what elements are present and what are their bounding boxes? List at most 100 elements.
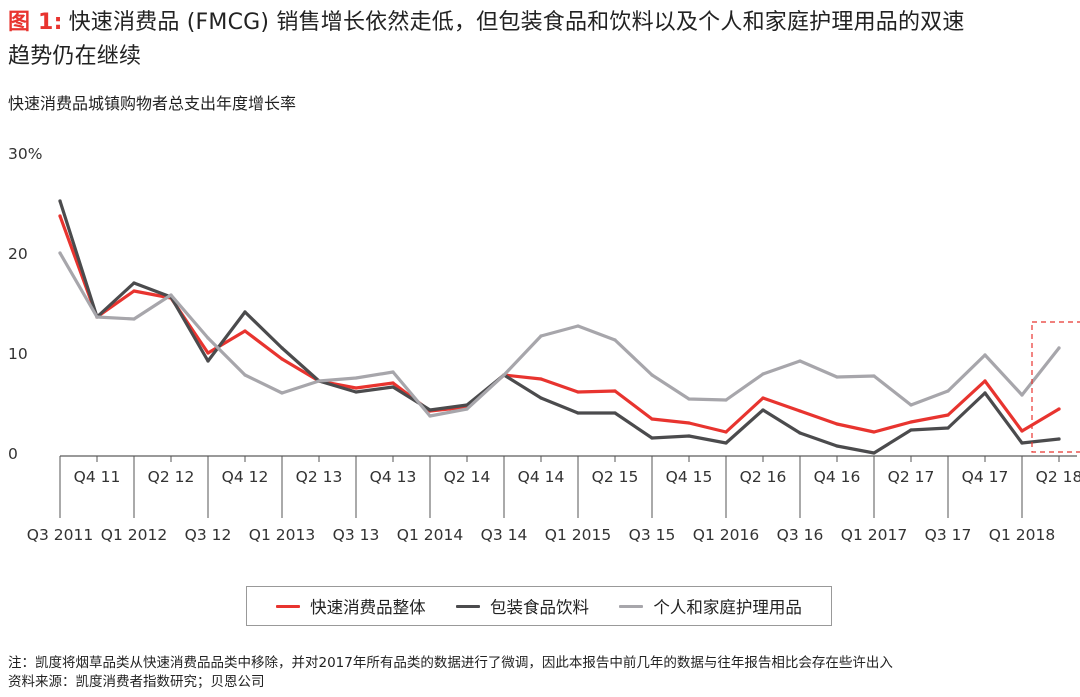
- series-point: [280, 346, 284, 350]
- legend-swatch-gray: [619, 604, 644, 608]
- legend-swatch-dark: [455, 604, 480, 608]
- series-point: [983, 391, 987, 395]
- legend-label-food-beverage: 包装食品饮料: [489, 598, 589, 617]
- legend-label-personal-care: 个人和家庭护理用品: [653, 598, 802, 617]
- series-point: [539, 377, 543, 381]
- x-tick-label: Q2 12: [148, 468, 195, 486]
- series-point: [1020, 393, 1024, 397]
- title-text-1: 快速消费品 (FMCG) 销售增长依然走低，但包装食品和饮料以及个人和家庭护理用…: [68, 10, 965, 35]
- series-point: [909, 428, 913, 432]
- y-tick-label: 10: [8, 345, 28, 363]
- x-tick-label: Q4 13: [370, 468, 417, 486]
- legend-swatch-red: [276, 604, 301, 608]
- series-point: [206, 336, 210, 340]
- series-point: [724, 430, 728, 434]
- series-point: [909, 420, 913, 424]
- footnotes: 注：凯度将烟草品类从快速消费品品类中移除，并对2017年所有品类的数据进行了微调…: [8, 654, 893, 692]
- series-point: [132, 281, 136, 285]
- series-point: [798, 431, 802, 435]
- series-point: [872, 374, 876, 378]
- x-tick-label: Q1 2016: [693, 526, 759, 544]
- x-tick-label: Q4 17: [962, 468, 1009, 486]
- series-point: [95, 315, 99, 319]
- x-tick-label: Q2 18: [1036, 468, 1080, 486]
- x-tick-label: Q1 2014: [397, 526, 463, 544]
- legend-item-fmcg: 快速消费品整体: [276, 594, 426, 618]
- series-point: [169, 293, 173, 297]
- series-point: [206, 359, 210, 363]
- series-point: [280, 391, 284, 395]
- legend-item-food-beverage: 包装食品饮料: [455, 594, 589, 618]
- series-point: [58, 199, 62, 203]
- series-point: [650, 373, 654, 377]
- series-point: [206, 351, 210, 355]
- series-point: [1057, 346, 1061, 350]
- x-tick-label: Q4 15: [666, 468, 713, 486]
- series-point: [1020, 429, 1024, 433]
- series-point: [613, 338, 617, 342]
- x-tick-label: Q2 15: [592, 468, 639, 486]
- x-tick-label: Q3 14: [481, 526, 528, 544]
- series-point: [132, 317, 136, 321]
- chart-subtitle: 快速消费品城镇购物者总支出年度增长率: [8, 94, 297, 113]
- footnote-note: 注：凯度将烟草品类从快速消费品品类中移除，并对2017年所有品类的数据进行了微调…: [8, 655, 893, 671]
- series-point: [613, 389, 617, 393]
- series-point: [58, 214, 62, 218]
- series-point: [835, 444, 839, 448]
- series-point: [243, 329, 247, 333]
- y-tick-label: 20: [8, 245, 28, 263]
- series-point: [354, 386, 358, 390]
- x-tick-label: Q2 14: [444, 468, 491, 486]
- x-tick-label: Q1 2015: [545, 526, 611, 544]
- series-point: [428, 408, 432, 412]
- series-point: [391, 370, 395, 374]
- series-point: [946, 413, 950, 417]
- series-point: [576, 411, 580, 415]
- series-point: [761, 408, 765, 412]
- series-point: [280, 357, 284, 361]
- series-point: [576, 324, 580, 328]
- series-line-1: [58, 199, 1061, 455]
- series-point: [983, 379, 987, 383]
- series-point: [243, 373, 247, 377]
- series-point: [243, 310, 247, 314]
- series-point: [724, 441, 728, 445]
- series-point: [650, 417, 654, 421]
- series-point: [761, 396, 765, 400]
- series-point: [761, 372, 765, 376]
- series-point: [687, 434, 691, 438]
- series-point: [872, 451, 876, 455]
- series-point: [58, 251, 62, 255]
- x-tick-label: Q2 13: [296, 468, 343, 486]
- series-point: [1057, 437, 1061, 441]
- x-tick-label: Q4 14: [518, 468, 565, 486]
- series-point: [798, 409, 802, 413]
- series-point: [391, 385, 395, 389]
- x-tick-label: Q3 15: [629, 526, 676, 544]
- x-tick-label: Q4 12: [222, 468, 269, 486]
- series-point: [465, 403, 469, 407]
- series-point: [539, 334, 543, 338]
- figure-label: 图 1:: [8, 10, 63, 35]
- series-point: [1057, 407, 1061, 411]
- title-line-2: 趋势仍在继续: [8, 44, 142, 69]
- series-line-2: [58, 251, 1061, 418]
- series-point: [687, 397, 691, 401]
- footnote-source: 资料来源：凯度消费者指数研究；贝恩公司: [8, 674, 265, 690]
- figure-title: 图 1: 快速消费品 (FMCG) 销售增长依然走低，但包装食品和饮料以及个人和家…: [8, 6, 1074, 74]
- title-line-1: 图 1: 快速消费品 (FMCG) 销售增长依然走低，但包装食品和饮料以及个人和家…: [8, 6, 1074, 40]
- x-tick-label: Q2 17: [888, 468, 935, 486]
- x-tick-label: Q1 2013: [249, 526, 315, 544]
- x-tick-label: Q4 11: [74, 468, 121, 486]
- x-tick-label: Q1 2018: [989, 526, 1055, 544]
- series-point: [576, 390, 580, 394]
- series-point: [132, 289, 136, 293]
- highlight-box: [1031, 321, 1080, 453]
- chart-legend: 快速消费品整体 包装食品饮料 个人和家庭护理用品: [246, 586, 832, 626]
- series-point: [354, 376, 358, 380]
- series-point: [724, 398, 728, 402]
- series-point: [354, 390, 358, 394]
- series-point: [1020, 441, 1024, 445]
- series-point: [946, 389, 950, 393]
- series-point: [317, 379, 321, 383]
